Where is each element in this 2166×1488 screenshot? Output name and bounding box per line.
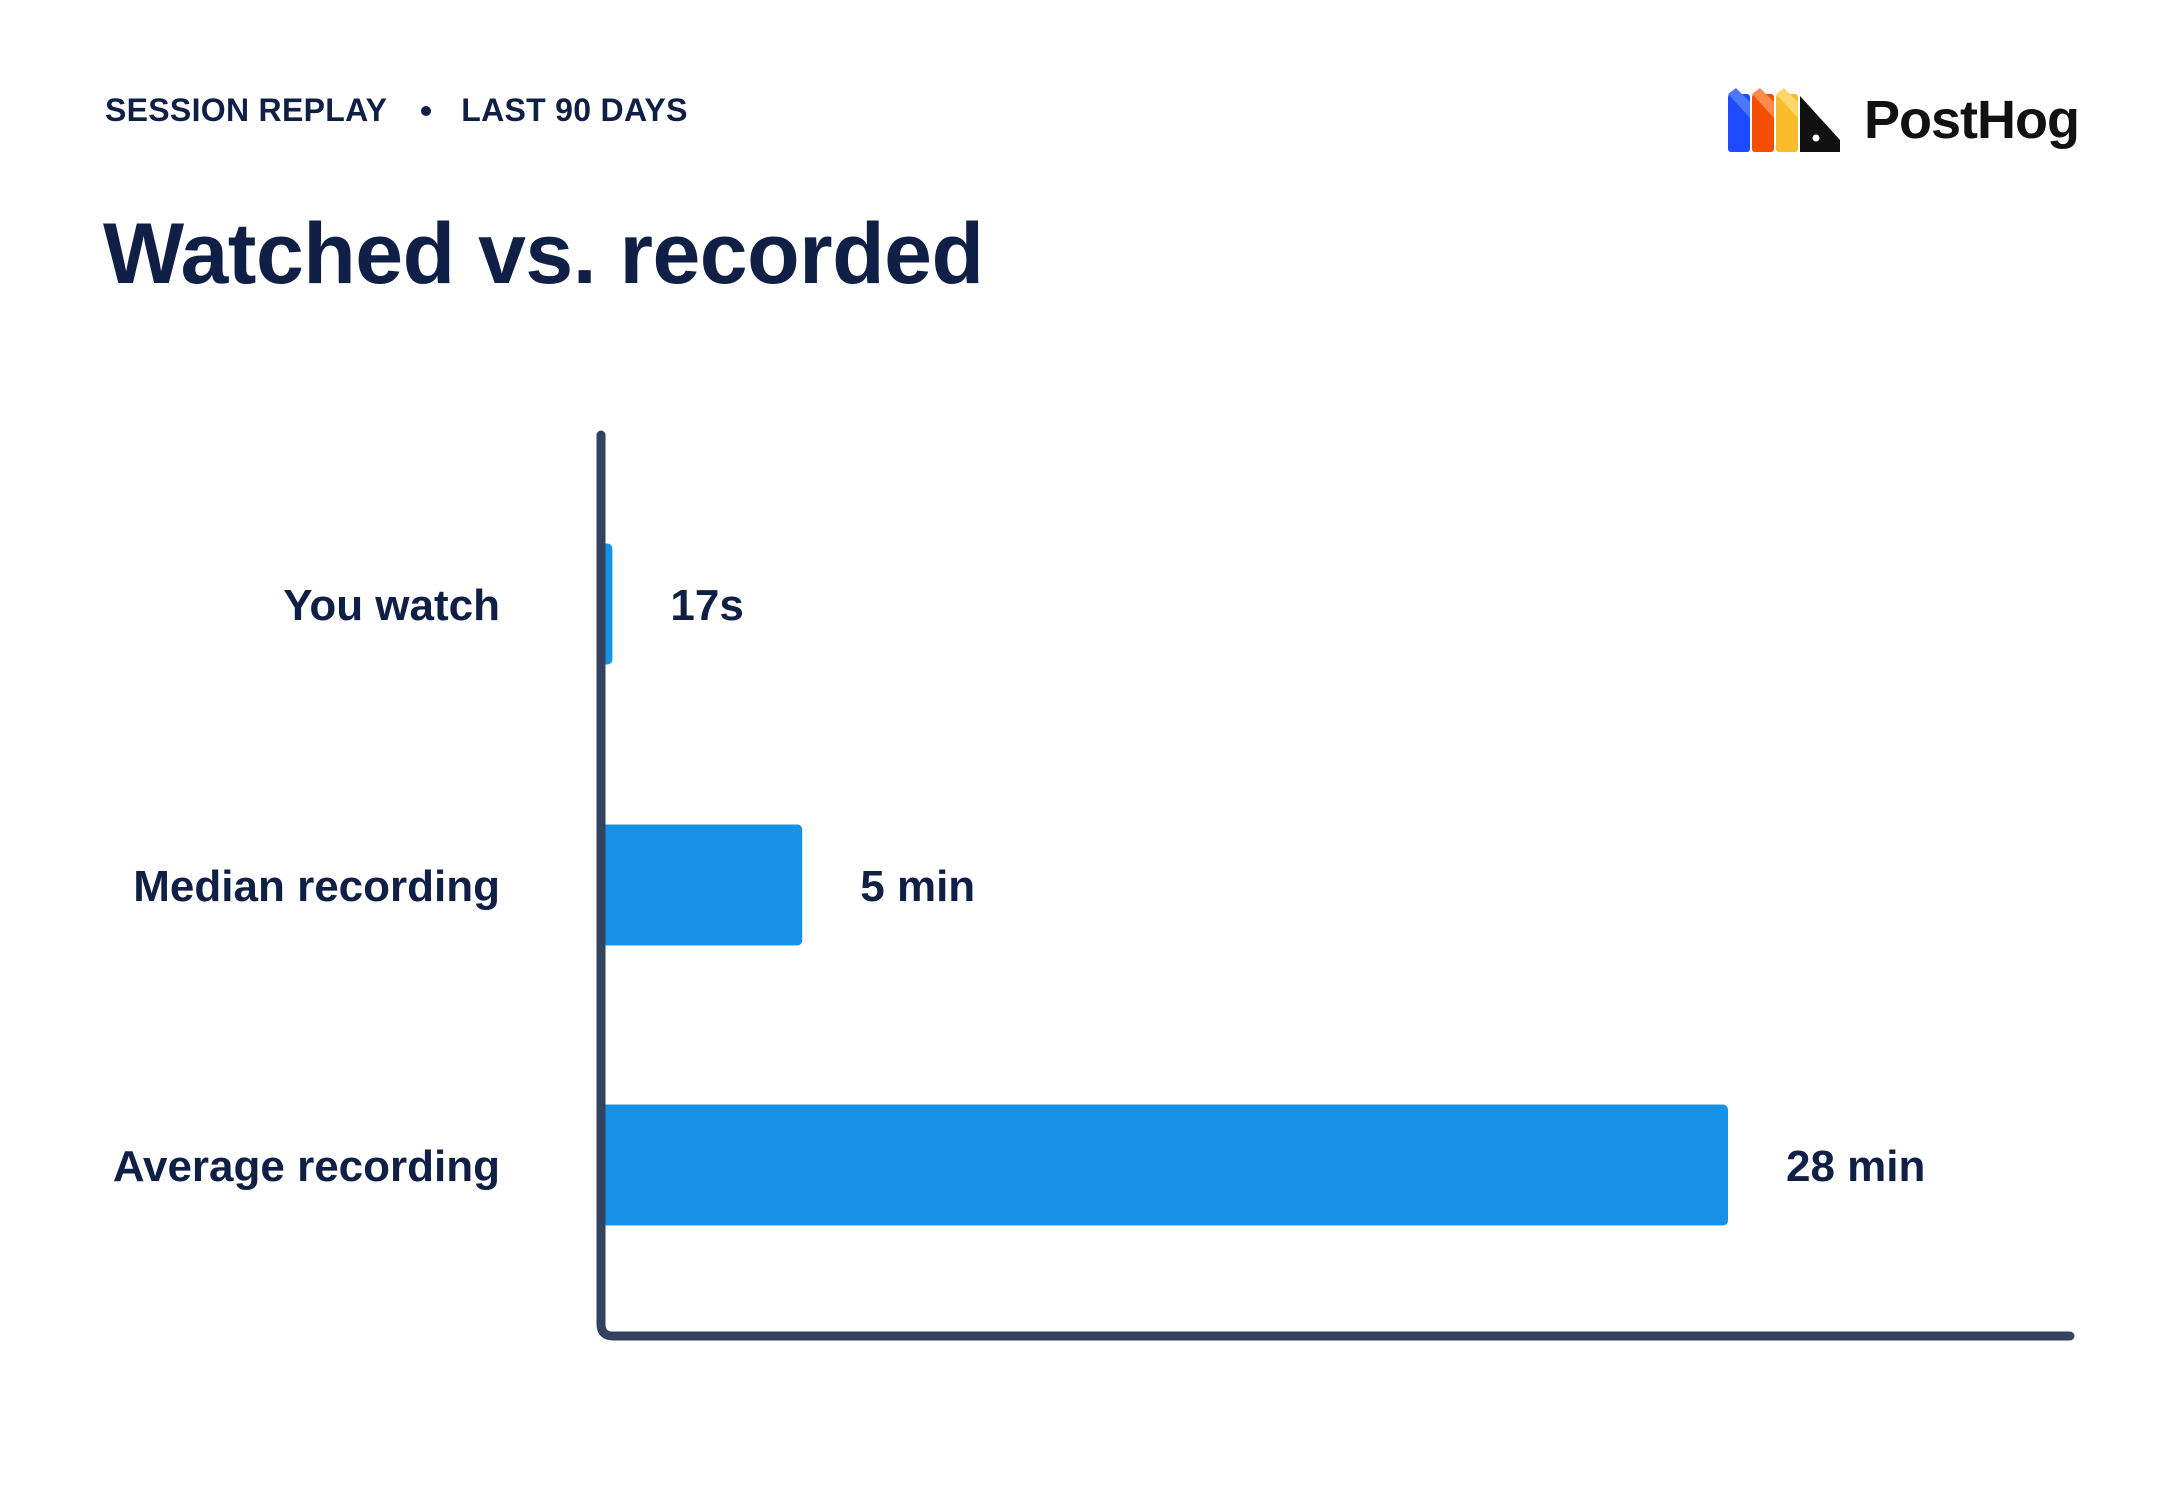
value-label: 5 min xyxy=(860,862,975,911)
section-label: SESSION REPLAY xyxy=(105,92,388,128)
hedgehog-logo-icon xyxy=(1728,88,1840,152)
category-label: You watch xyxy=(283,581,500,630)
category-label: Average recording xyxy=(113,1142,500,1191)
bar-2 xyxy=(601,1104,1728,1226)
value-label: 28 min xyxy=(1786,1142,1925,1191)
category-label: Median recording xyxy=(133,862,500,911)
bars-group: You watch 17s Median recording 5 min Average… xyxy=(113,543,1925,1226)
bar-1 xyxy=(601,824,803,946)
posthog-logo: PostHog xyxy=(1728,88,2080,152)
header-eyebrow: SESSION REPLAY LAST 90 DAYS xyxy=(105,92,688,129)
chart-axis xyxy=(596,430,2075,1341)
logo-wordmark: PostHog xyxy=(1864,90,2080,150)
separator-dot xyxy=(421,105,432,116)
value-label: 17s xyxy=(670,581,743,630)
chart-title: Watched vs. recorded xyxy=(103,206,984,302)
period-label: LAST 90 DAYS xyxy=(461,92,688,128)
